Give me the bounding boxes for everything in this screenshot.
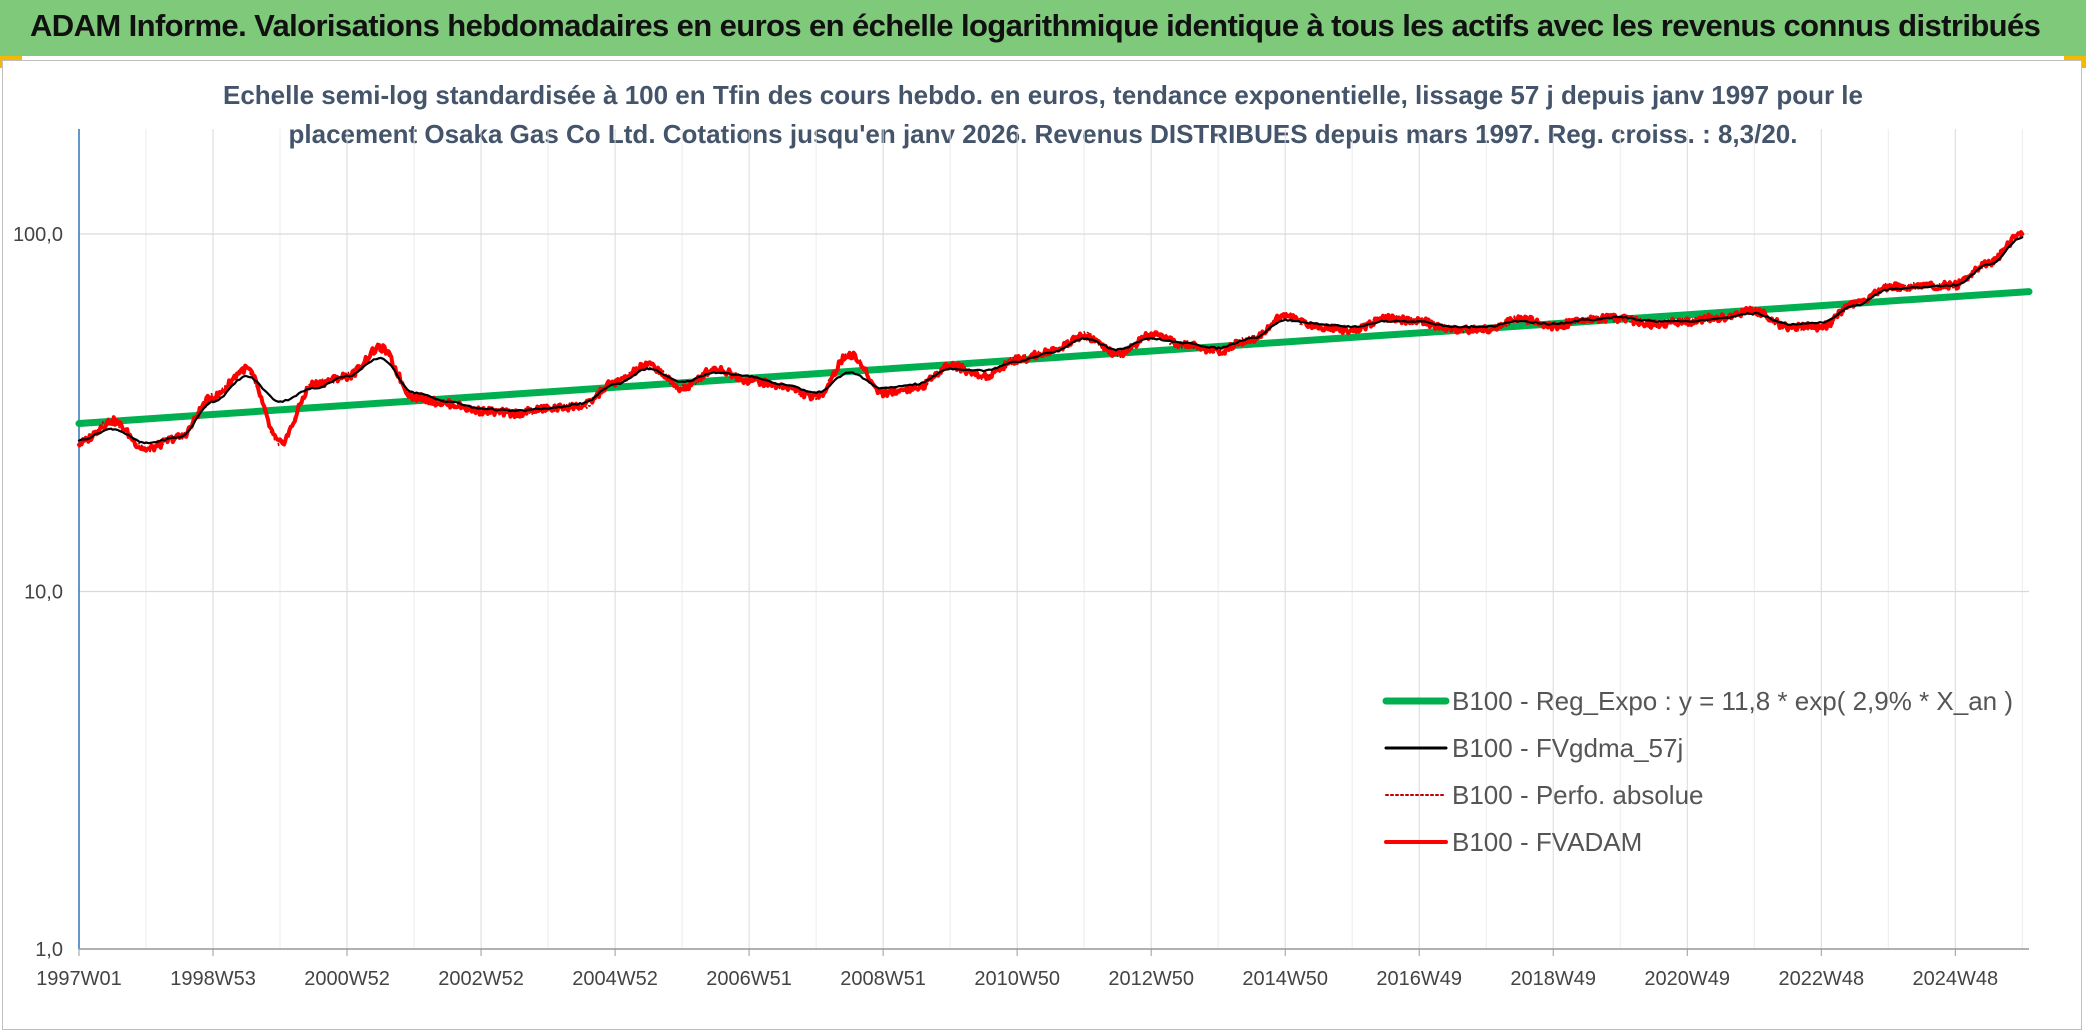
y-tick-label: 100,0 <box>13 224 63 246</box>
x-tick-label: 2018W49 <box>1510 968 1596 990</box>
x-tick-label: 2014W50 <box>1242 968 1328 990</box>
x-tick-label: 2008W51 <box>840 968 926 990</box>
legend: B100 - Reg_Expo : y = 11,8 * exp( 2,9% *… <box>1382 686 2013 857</box>
grid-layer <box>79 129 2029 950</box>
x-tick-label: 1997W01 <box>36 968 122 990</box>
chart-title-line-1: Echelle semi-log standardisée à 100 en T… <box>223 80 1863 110</box>
x-tick-label: 2016W49 <box>1376 968 1462 990</box>
legend-label-fvadam: B100 - FVADAM <box>1452 827 1642 857</box>
chart-area: Echelle semi-log standardisée à 100 en T… <box>2 60 2082 1030</box>
x-tick-label: 2000W52 <box>304 968 390 990</box>
y-tick-label: 1,0 <box>35 939 63 961</box>
legend-label-reg: B100 - Reg_Expo : y = 11,8 * exp( 2,9% *… <box>1452 686 2013 716</box>
x-tick-label: 2002W52 <box>438 968 524 990</box>
legend-label-perfo: B100 - Perfo. absolue <box>1452 780 1704 810</box>
x-tick-label: 2004W52 <box>572 968 658 990</box>
x-tick-label: 2020W49 <box>1644 968 1730 990</box>
x-tick-label: 2006W51 <box>706 968 792 990</box>
x-tick-label: 1998W53 <box>170 968 256 990</box>
banner-title: ADAM Informe. Valorisations hebdomadaire… <box>30 8 2041 43</box>
chart-svg: Echelle semi-log standardisée à 100 en T… <box>13 80 2033 990</box>
series-line-fvgdma <box>77 236 2024 445</box>
x-tick-label: 2022W48 <box>1778 968 1864 990</box>
y-tick-label: 10,0 <box>24 582 63 604</box>
x-tick-label: 2012W50 <box>1108 968 1194 990</box>
series-line-fvadam <box>77 230 2025 453</box>
series-line-reg <box>75 288 2033 427</box>
axis-layer: 1997W01 1998W53 2000W52 2002W52 2004W52 2006W… <box>13 129 2029 990</box>
legend-label-fvgdma: B100 - FVgdma_57j <box>1452 733 1683 763</box>
series-layer <box>75 230 2033 453</box>
header-banner: ADAM Informe. Valorisations hebdomadaire… <box>0 0 2086 56</box>
chart-title-line-2: placement Osaka Gas Co Ltd. Cotations ju… <box>289 119 1798 149</box>
x-tick-label: 2024W48 <box>1912 968 1998 990</box>
x-tick-label: 2010W50 <box>974 968 1060 990</box>
series-line-perfo <box>78 233 2024 453</box>
